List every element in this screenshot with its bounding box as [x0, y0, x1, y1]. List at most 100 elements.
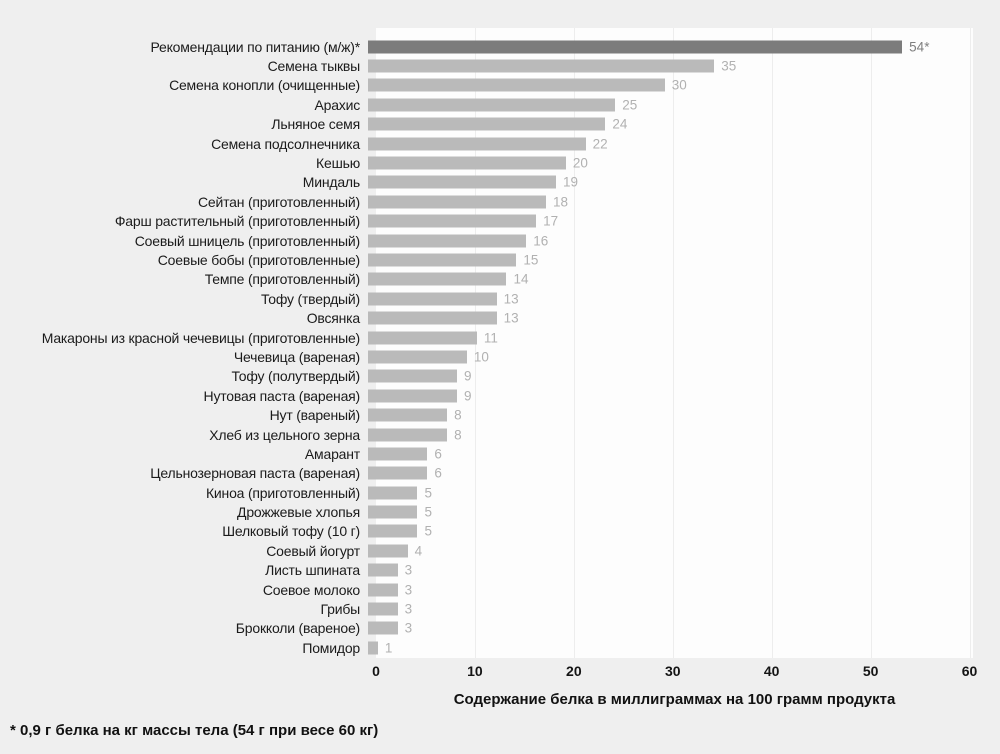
bar-row: Нут (вареный) 8	[0, 405, 973, 424]
x-tick-label: 0	[372, 663, 380, 679]
category-label: Рекомендации по питанию (м/ж)*	[150, 38, 360, 55]
bar	[368, 583, 398, 597]
value-label: 4	[414, 543, 423, 559]
value-label: 5	[424, 485, 432, 501]
x-tick-label: 10	[467, 663, 483, 679]
gridline	[870, 28, 872, 658]
bar	[368, 253, 517, 267]
bar	[368, 137, 586, 151]
category-label: Листь шпината	[265, 562, 360, 579]
bar-highlighted	[368, 40, 903, 54]
bar	[368, 78, 665, 92]
category-label: Соевые бобы (приготовленные)	[157, 251, 360, 268]
bar	[368, 602, 398, 616]
bar-row: Шелковый тофу (10 г) 5	[0, 522, 973, 541]
bar-row: Рекомендации по питанию (м/ж)* 54*	[0, 37, 973, 56]
bar	[368, 292, 497, 306]
bar-row: Соевый йогурт 4	[0, 541, 973, 560]
x-tick-label: 20	[566, 663, 582, 679]
category-label: Киноа (приготовленный)	[205, 484, 360, 501]
bar	[368, 524, 418, 538]
value-label: 22	[592, 136, 608, 152]
category-label: Кешью	[316, 155, 360, 172]
category-label: Соевый йогурт	[266, 542, 360, 559]
bar-area: 8	[368, 425, 965, 444]
bar	[368, 447, 428, 461]
bar-row: Семена тыквы 35	[0, 56, 973, 75]
bar	[368, 234, 527, 248]
bar-row: Сейтан (приготовленный) 18	[0, 192, 973, 211]
value-label: 3	[404, 620, 413, 636]
value-label: 13	[503, 310, 519, 326]
bar	[368, 156, 566, 170]
bar	[368, 331, 477, 345]
bar-area: 3	[368, 561, 965, 580]
bar-row: Дрожжевые хлопья 5	[0, 502, 973, 521]
x-axis-title: Содержание белка в миллиграммах на 100 г…	[453, 691, 896, 708]
bar-area: 5	[368, 483, 965, 502]
bar-row: Соевый шницель (приготовленный) 16	[0, 231, 973, 250]
value-label: 13	[503, 291, 519, 307]
bar-row: Арахис 25	[0, 95, 973, 114]
value-label: 8	[454, 427, 462, 442]
bar-row: Листь шпината 3	[0, 561, 973, 580]
value-label: 17	[543, 213, 559, 229]
bar	[368, 195, 547, 209]
bar	[368, 486, 418, 500]
bar	[368, 544, 408, 558]
bar	[368, 59, 715, 73]
value-label: 8	[454, 407, 462, 423]
bar-row: Фарш растительный (приготовленный) 17	[0, 212, 973, 231]
bar-area: 35	[368, 56, 965, 75]
category-label: Тофу (полутвердый)	[231, 368, 361, 385]
x-tick-label: 50	[862, 663, 879, 679]
bar-area: 54*	[368, 37, 965, 56]
gridline	[672, 28, 674, 658]
bar-area: 3	[368, 599, 965, 618]
bar-area: 20	[368, 153, 965, 172]
bar-area: 18	[368, 192, 965, 211]
category-label: Хлеб из цельного зерна	[209, 426, 360, 443]
bar-area: 25	[368, 95, 965, 114]
value-label: 3	[404, 562, 413, 578]
bar-area: 3	[368, 580, 965, 599]
bar-row: Нутовая паста (вареная) 9	[0, 386, 973, 405]
x-tick-label: 40	[763, 663, 780, 679]
bar-row: Чечевица (вареная) 10	[0, 347, 973, 366]
category-label: Арахис	[314, 96, 360, 113]
category-label: Макароны из красной чечевицы (приготовле…	[41, 329, 360, 346]
bar-row: Макароны из красной чечевицы (приготовле…	[0, 328, 973, 347]
category-label: Нут (вареный)	[269, 407, 361, 424]
category-label: Шелковый тофу (10 г)	[222, 523, 360, 540]
footnote: * 0,9 г белка на кг массы тела (54 г при…	[10, 722, 379, 739]
gridline	[573, 28, 575, 658]
bar-area: 9	[368, 367, 965, 386]
bar-row: Хлеб из цельного зерна 8	[0, 425, 973, 444]
category-label: Соевый шницель (приготовленный)	[134, 232, 360, 249]
bar-row: Темпе (приготовленный) 14	[0, 270, 973, 289]
bar	[368, 350, 467, 364]
value-label: 1	[384, 640, 393, 656]
category-label: Цельнозерновая паста (вареная)	[150, 465, 360, 482]
bar-row: Амарант 6	[0, 444, 973, 463]
value-label: 20	[572, 155, 588, 171]
bar-area: 13	[368, 308, 965, 327]
bar	[368, 98, 616, 112]
bar-area: 16	[368, 231, 965, 250]
value-label: 5	[424, 523, 432, 539]
bar	[368, 641, 378, 655]
value-label: 19	[562, 174, 578, 190]
category-label: Семена подсолнечника	[211, 135, 360, 152]
bar-row: Тофу (твердый) 13	[0, 289, 973, 308]
category-label: Грибы	[320, 601, 361, 618]
bar	[368, 505, 418, 519]
bar	[368, 311, 497, 325]
x-axis: 0 10 20 30 40 50 60	[372, 663, 977, 683]
value-label: 6	[434, 465, 442, 481]
category-label: Овсянка	[306, 310, 361, 327]
value-label: 10	[473, 349, 489, 365]
value-label: 25	[622, 97, 638, 113]
category-label: Миндаль	[302, 174, 360, 191]
category-label: Тофу (твердый)	[260, 290, 360, 307]
bar-area: 19	[368, 173, 965, 192]
